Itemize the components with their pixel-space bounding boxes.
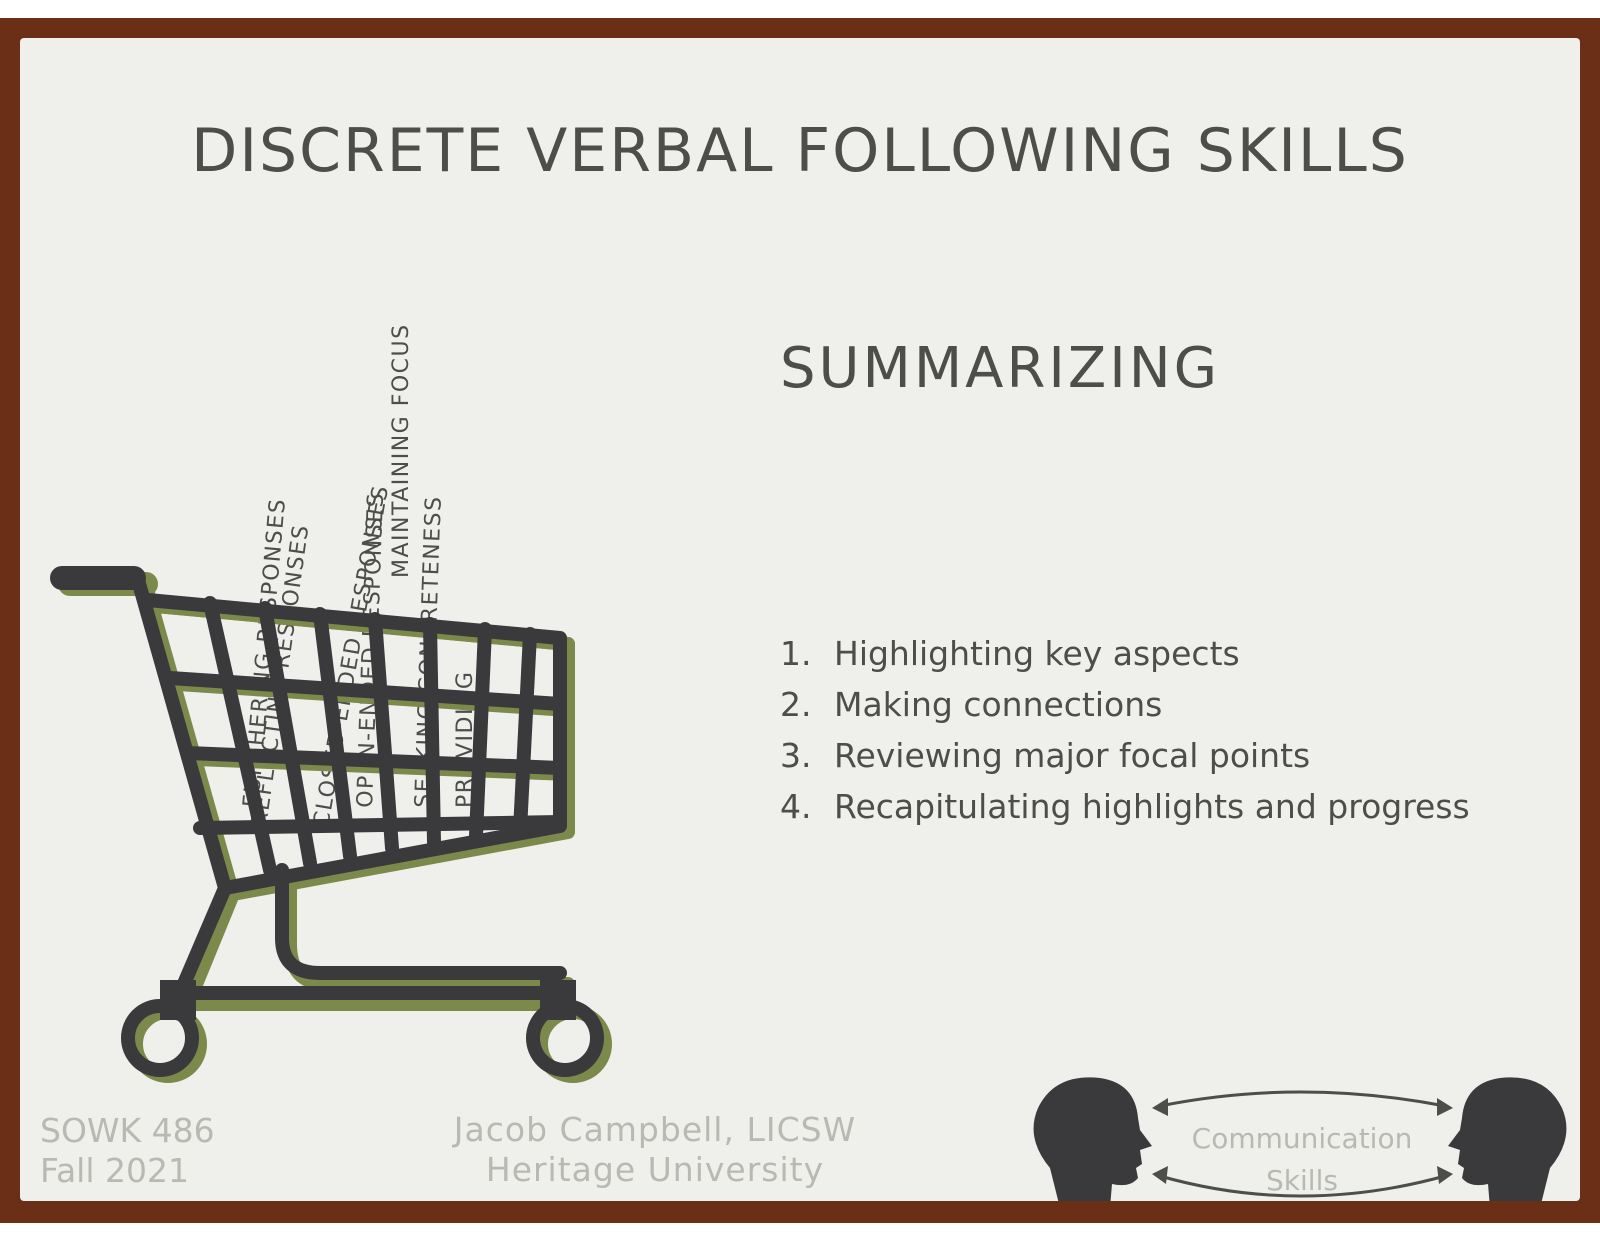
slide-title: DISCRETE VERBAL FOLLOWING SKILLS (191, 116, 1409, 186)
list-item: 2. Making connections (780, 685, 1163, 724)
course-info: SOWK 486 Fall 2021 (40, 1111, 215, 1191)
slide-subtitle: SUMMARIZING (780, 336, 1221, 401)
left-head-icon (1033, 1077, 1152, 1201)
cart-label: MAINTAINING FOCUS (389, 323, 414, 578)
bottom-arrow-icon (1159, 1174, 1446, 1198)
course-term: Fall 2021 (40, 1151, 189, 1190)
communication-heads-icon: Communication Skills (1033, 1077, 1567, 1201)
slide: DISCRETE VERBAL FOLLOWING SKILLS SUMMARI… (20, 38, 1580, 1201)
graphic-label-skills: Skills (1266, 1164, 1338, 1197)
list-item: 4. Recapitulating highlights and progress (780, 787, 1470, 826)
list-item: 3. Reviewing major focal points (780, 736, 1311, 775)
right-head-icon (1448, 1077, 1567, 1201)
instructor-name: Jacob Campbell, LICSW (453, 1110, 857, 1149)
institution-name: Heritage University (485, 1150, 825, 1189)
instructor-info: Jacob Campbell, LICSW Heritage Universit… (420, 1110, 890, 1190)
graphic-label-communication: Communication (1192, 1122, 1413, 1155)
shopping-cart-icon: FURTHERING RESPONSES REFLECTING RESPONSE… (50, 323, 612, 1083)
course-code: SOWK 486 (40, 1111, 215, 1150)
summary-points-list: 1. Highlighting key aspects 2. Making conn… (780, 628, 1470, 832)
top-arrow-icon (1159, 1090, 1446, 1108)
slide-frame: DISCRETE VERBAL FOLLOWING SKILLS SUMMARI… (0, 18, 1600, 1223)
list-item: 1. Highlighting key aspects (780, 634, 1240, 673)
